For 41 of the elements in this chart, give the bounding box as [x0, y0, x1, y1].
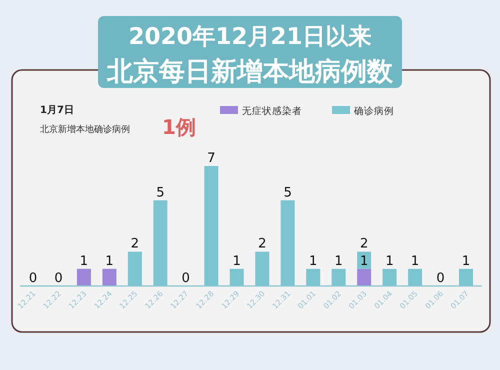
- legend-label: 确诊病例: [353, 105, 394, 117]
- total-label: 2: [360, 236, 368, 252]
- bar: [459, 268, 473, 286]
- data-label: 1: [410, 254, 420, 269]
- data-label: 1: [462, 254, 470, 269]
- data-label: 0: [28, 271, 38, 286]
- data-label: 2: [258, 236, 266, 252]
- data-label: 5: [284, 185, 292, 200]
- bar: [357, 252, 372, 269]
- bar: [408, 268, 422, 286]
- text: 1月7日: [40, 105, 74, 116]
- data-label: 1: [80, 254, 88, 269]
- data-label: 7: [207, 151, 216, 166]
- data-label: 0: [436, 271, 445, 286]
- text: 北京新增本地确诊病例: [40, 124, 130, 135]
- bar: [102, 268, 116, 286]
- bar: [332, 268, 346, 286]
- data-label: 1: [232, 254, 241, 269]
- chart-subtitle: 北京每日新增本地病例数: [106, 57, 394, 87]
- chart-title: 2020年12月21日以来: [128, 24, 372, 50]
- data-label: 1: [309, 254, 318, 269]
- bar: [382, 268, 397, 286]
- data-label: 1: [105, 254, 114, 269]
- bar: [306, 268, 320, 286]
- bar: [153, 200, 168, 286]
- bar: [76, 268, 91, 286]
- data-label: 0: [54, 271, 63, 286]
- legend-label: 无症状感染者: [242, 105, 302, 117]
- bar: [280, 200, 295, 286]
- data-label: 5: [156, 185, 164, 200]
- bar: [230, 268, 244, 286]
- data-label: 2: [130, 236, 140, 252]
- data-label: 1: [360, 254, 368, 269]
- text: 1例: [162, 115, 196, 139]
- data-label: 1: [334, 254, 343, 269]
- bar: [357, 268, 372, 286]
- data-label: 1: [385, 254, 394, 269]
- data-label: 0: [182, 271, 190, 286]
- bar: [204, 166, 218, 286]
- bar: [128, 252, 142, 286]
- bar: [255, 252, 270, 286]
